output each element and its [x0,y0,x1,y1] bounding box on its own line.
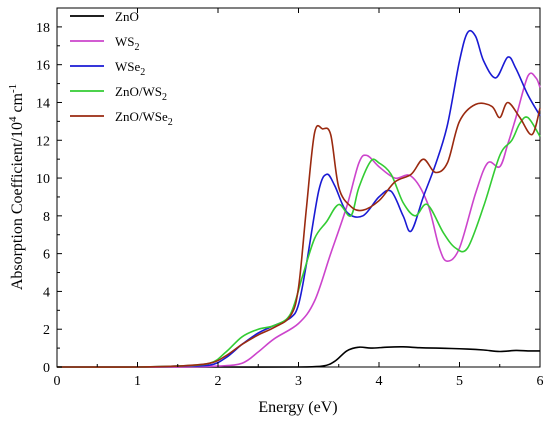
legend-label: ZnO/WSe2 [115,109,173,128]
y-tick-label: 6 [43,248,50,263]
y-tick-label: 10 [36,172,50,187]
y-axis-ticks: 0 2 4 6 8 10 12 14 16 18 [36,7,540,376]
x-tick-label: 5 [456,374,463,389]
y-axis-title-exp1: 4 [7,116,19,122]
x-tick-label: 6 [537,374,544,389]
series-curves [56,29,541,368]
y-tick-label: 12 [36,134,50,149]
x-tick-label: 4 [376,374,383,389]
legend-label: WSe2 [115,59,145,78]
y-tick-label: 14 [36,96,50,111]
y-tick-label: 4 [43,285,50,300]
y-axis-title-unit: cm [9,92,26,116]
series-line-wse2 [56,29,541,368]
y-axis-title-main: Absorption Coefficient/10 [9,122,26,290]
y-tick-label: 2 [43,323,50,338]
y-tick-label: 16 [36,59,50,74]
legend-label: ZnO [115,9,139,24]
legend-label: WS2 [115,34,140,53]
legend-label: ZnO/WS2 [115,84,167,103]
legend: ZnO WS2 WSe2 ZnO/WS2 ZnO/WSe2 [70,9,173,128]
series-line-zno-ws2 [56,116,541,368]
x-tick-label: 0 [54,374,61,389]
y-axis-title-exp2: -1 [7,84,19,93]
x-axis-title: Energy (eV) [258,399,337,416]
x-axis-ticks: 0 1 2 3 4 5 6 [54,8,544,389]
x-tick-label: 3 [295,374,302,389]
y-axis-title: Absorption Coefficient/104 cm-1 [7,84,26,290]
series-line-zno-wse2 [56,101,541,368]
x-tick-label: 1 [134,374,141,389]
x-tick-label: 2 [215,374,222,389]
series-line-ws2 [57,72,541,368]
y-tick-label: 0 [43,361,50,376]
series-line-zno [57,345,541,368]
y-tick-label: 18 [36,21,50,36]
y-tick-label: 8 [43,210,50,225]
